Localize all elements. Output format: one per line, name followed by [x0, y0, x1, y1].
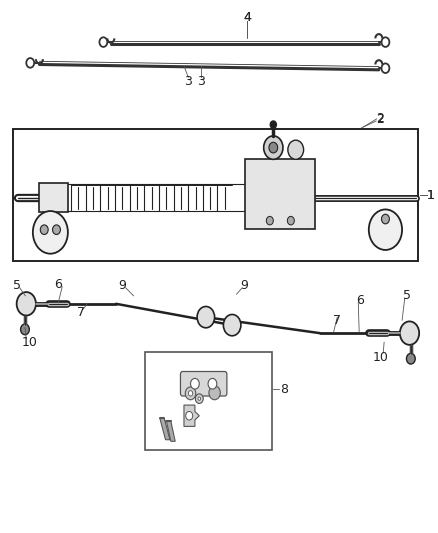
Text: 3: 3	[184, 75, 192, 87]
Text: 1: 1	[427, 189, 435, 201]
Text: 6: 6	[356, 294, 364, 306]
Circle shape	[99, 37, 107, 47]
Circle shape	[381, 37, 389, 47]
Text: 3: 3	[198, 75, 205, 87]
Text: 6: 6	[54, 278, 62, 291]
Circle shape	[381, 214, 389, 224]
Text: 4: 4	[244, 11, 251, 23]
Circle shape	[369, 209, 402, 250]
Bar	[145, 352, 272, 450]
Text: 10: 10	[22, 336, 38, 349]
Circle shape	[223, 314, 241, 336]
Circle shape	[191, 378, 199, 389]
Bar	[13, 129, 418, 261]
Circle shape	[17, 292, 36, 316]
Circle shape	[186, 411, 193, 420]
Circle shape	[208, 378, 217, 389]
Text: 8: 8	[280, 383, 288, 395]
Text: 1: 1	[427, 189, 435, 201]
Text: 9: 9	[240, 279, 248, 292]
Polygon shape	[160, 418, 170, 440]
Circle shape	[288, 140, 304, 159]
Circle shape	[209, 386, 220, 400]
Circle shape	[270, 121, 276, 128]
Text: 2: 2	[376, 112, 384, 125]
Circle shape	[381, 63, 389, 73]
Circle shape	[188, 391, 193, 396]
Circle shape	[40, 225, 48, 235]
Bar	[245, 159, 315, 229]
Circle shape	[26, 58, 34, 68]
Circle shape	[195, 394, 203, 403]
Circle shape	[53, 225, 60, 235]
Text: 5: 5	[13, 279, 21, 292]
Text: 9: 9	[119, 279, 127, 292]
Circle shape	[33, 211, 68, 254]
Text: 7: 7	[333, 314, 341, 327]
Circle shape	[400, 321, 419, 345]
Text: 10: 10	[373, 351, 389, 364]
Text: 5: 5	[403, 289, 411, 302]
Bar	[39, 183, 68, 212]
Circle shape	[406, 353, 415, 364]
Polygon shape	[184, 405, 199, 426]
Text: 4: 4	[244, 11, 251, 24]
Circle shape	[266, 216, 273, 225]
Circle shape	[197, 306, 215, 328]
Text: 7: 7	[77, 306, 85, 319]
Polygon shape	[166, 421, 175, 441]
FancyBboxPatch shape	[180, 372, 227, 396]
Circle shape	[21, 324, 29, 335]
Text: 2: 2	[376, 114, 384, 126]
Circle shape	[269, 142, 278, 153]
Circle shape	[198, 397, 201, 400]
Circle shape	[287, 216, 294, 225]
Circle shape	[264, 136, 283, 159]
Circle shape	[185, 387, 196, 400]
